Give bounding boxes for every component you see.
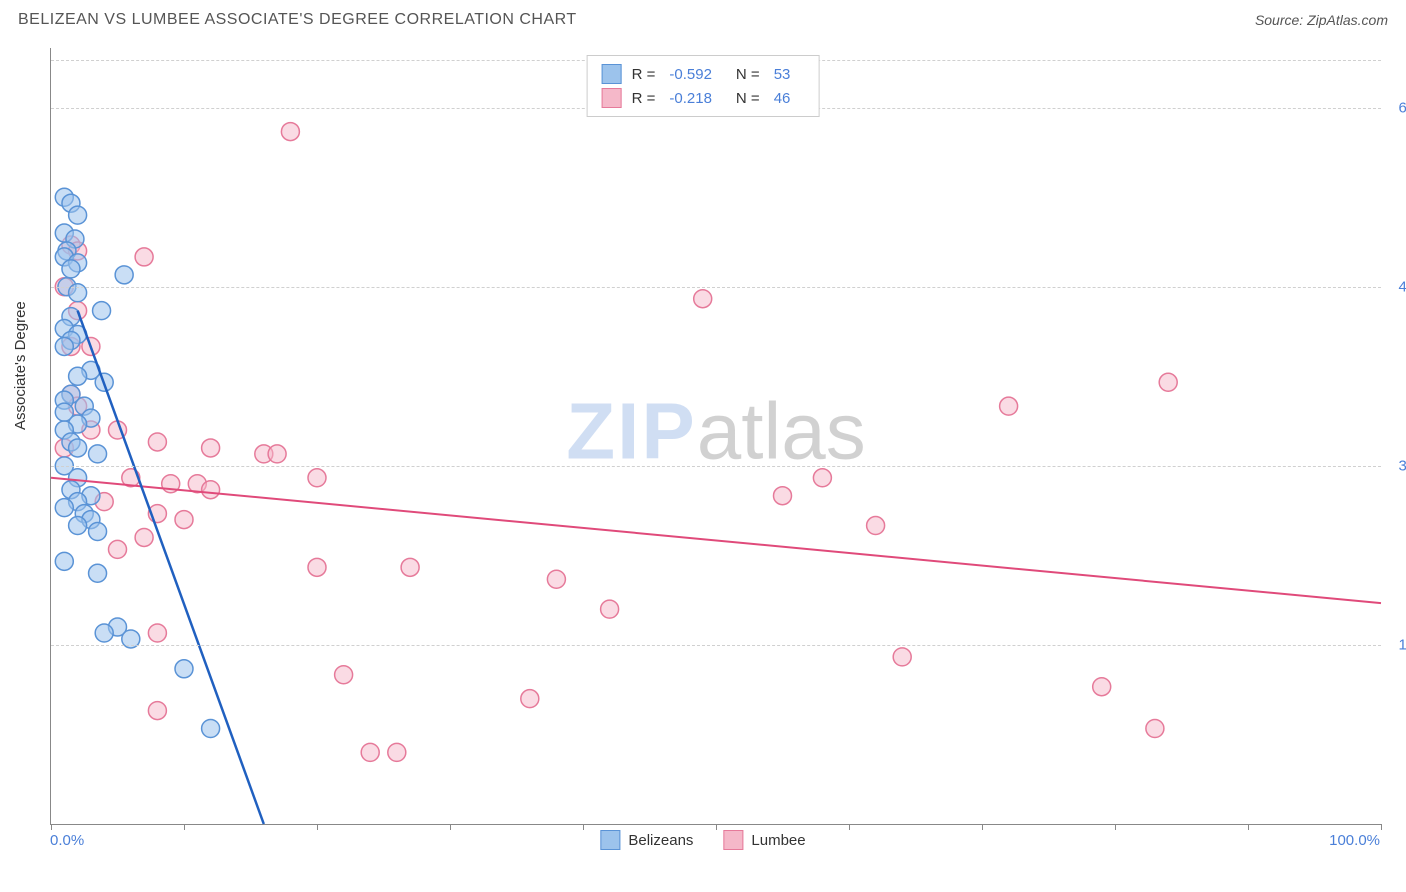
gridline: [51, 645, 1381, 646]
xtick: [317, 824, 318, 830]
point-lumbee: [268, 445, 286, 463]
point-lumbee: [774, 487, 792, 505]
swatch-lumbee: [723, 830, 743, 850]
point-lumbee: [148, 624, 166, 642]
point-lumbee: [893, 648, 911, 666]
point-belizeans: [69, 517, 87, 535]
point-lumbee: [1000, 397, 1018, 415]
point-belizeans: [55, 499, 73, 517]
point-lumbee: [148, 433, 166, 451]
r-value-lumbee: -0.218: [669, 90, 712, 107]
point-lumbee: [547, 570, 565, 588]
trendline-lumbee: [51, 478, 1381, 603]
scatter-svg: [51, 48, 1381, 824]
point-lumbee: [308, 558, 326, 576]
xtick: [51, 824, 52, 830]
point-lumbee: [202, 481, 220, 499]
point-lumbee: [1146, 719, 1164, 737]
point-lumbee: [1159, 373, 1177, 391]
point-lumbee: [335, 666, 353, 684]
correlation-row-belizeans: R = -0.592 N = 53: [602, 62, 805, 86]
chart-title: BELIZEAN VS LUMBEE ASSOCIATE'S DEGREE CO…: [18, 11, 577, 29]
point-belizeans: [69, 367, 87, 385]
point-lumbee: [281, 123, 299, 141]
swatch-lumbee: [602, 88, 622, 108]
point-belizeans: [69, 439, 87, 457]
point-belizeans: [89, 445, 107, 463]
gridline: [51, 287, 1381, 288]
legend-label-belizeans: Belizeans: [628, 832, 693, 849]
point-lumbee: [148, 702, 166, 720]
trendline-belizeans: [78, 311, 264, 824]
xtick: [982, 824, 983, 830]
point-lumbee: [202, 439, 220, 457]
ytick-label: 15.0%: [1386, 636, 1406, 653]
swatch-belizeans: [602, 64, 622, 84]
n-label: N =: [736, 90, 760, 107]
n-value-belizeans: 53: [774, 66, 791, 83]
point-lumbee: [135, 528, 153, 546]
point-lumbee: [1093, 678, 1111, 696]
series-legend: Belizeans Lumbee: [600, 830, 805, 850]
point-belizeans: [202, 719, 220, 737]
point-belizeans: [89, 564, 107, 582]
r-value-belizeans: -0.592: [669, 66, 712, 83]
point-lumbee: [813, 469, 831, 487]
xaxis-max-label: 100.0%: [1329, 832, 1380, 849]
ytick-label: 30.0%: [1386, 457, 1406, 474]
point-lumbee: [601, 600, 619, 618]
xtick: [450, 824, 451, 830]
point-belizeans: [62, 260, 80, 278]
n-value-lumbee: 46: [774, 90, 791, 107]
point-belizeans: [175, 660, 193, 678]
xaxis-min-label: 0.0%: [50, 832, 84, 849]
point-lumbee: [175, 511, 193, 529]
point-belizeans: [89, 523, 107, 541]
source-label: Source: ZipAtlas.com: [1255, 12, 1388, 28]
point-lumbee: [109, 540, 127, 558]
point-belizeans: [95, 624, 113, 642]
point-belizeans: [55, 337, 73, 355]
point-lumbee: [401, 558, 419, 576]
xtick: [184, 824, 185, 830]
swatch-belizeans: [600, 830, 620, 850]
point-lumbee: [521, 690, 539, 708]
legend-item-lumbee: Lumbee: [723, 830, 805, 850]
point-lumbee: [694, 290, 712, 308]
gridline: [51, 466, 1381, 467]
xtick: [849, 824, 850, 830]
point-belizeans: [55, 552, 73, 570]
correlation-row-lumbee: R = -0.218 N = 46: [602, 86, 805, 110]
point-belizeans: [69, 206, 87, 224]
r-label: R =: [632, 66, 656, 83]
legend-label-lumbee: Lumbee: [751, 832, 805, 849]
r-label: R =: [632, 90, 656, 107]
point-lumbee: [388, 743, 406, 761]
xtick: [1115, 824, 1116, 830]
yaxis-title: Associate's Degree: [12, 301, 29, 430]
xtick: [1248, 824, 1249, 830]
ytick-label: 45.0%: [1386, 278, 1406, 295]
legend-item-belizeans: Belizeans: [600, 830, 693, 850]
correlation-legend: R = -0.592 N = 53 R = -0.218 N = 46: [587, 55, 820, 117]
point-lumbee: [867, 517, 885, 535]
xtick: [583, 824, 584, 830]
point-belizeans: [93, 302, 111, 320]
point-lumbee: [361, 743, 379, 761]
point-lumbee: [135, 248, 153, 266]
plot-area: ZIPatlas 15.0%30.0%45.0%60.0%: [50, 48, 1381, 825]
point-belizeans: [115, 266, 133, 284]
point-lumbee: [308, 469, 326, 487]
n-label: N =: [736, 66, 760, 83]
xtick: [1381, 824, 1382, 830]
ytick-label: 60.0%: [1386, 99, 1406, 116]
